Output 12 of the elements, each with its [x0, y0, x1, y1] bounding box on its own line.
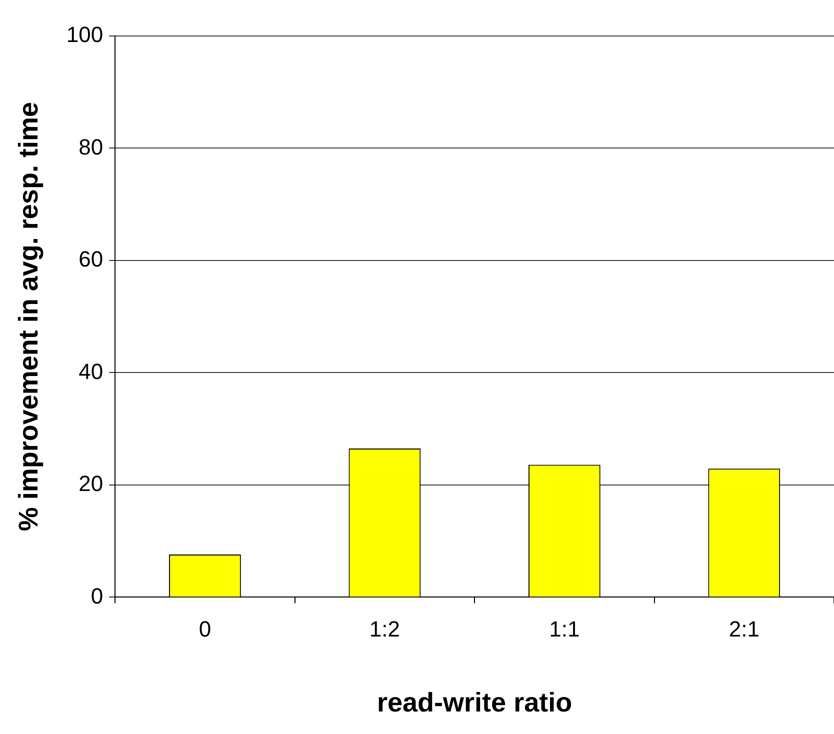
y-tick-label: 100 — [66, 22, 104, 48]
y-tick-label: 20 — [78, 471, 104, 496]
y-tick-label: 40 — [78, 358, 104, 384]
x-tick-label: 0 — [198, 616, 212, 642]
y-axis-title: % improvement in avg. resp. time — [14, 102, 44, 532]
y-tick-label: 80 — [78, 134, 104, 160]
y-tick-label: 60 — [78, 246, 104, 272]
y-tick-label: 0 — [90, 583, 104, 608]
x-tick-label: 1:1 — [549, 616, 580, 642]
x-tick-label: 2:1 — [728, 616, 760, 642]
x-axis-title: read-write ratio — [377, 687, 572, 718]
x-tick-label: 1:2 — [369, 616, 400, 642]
